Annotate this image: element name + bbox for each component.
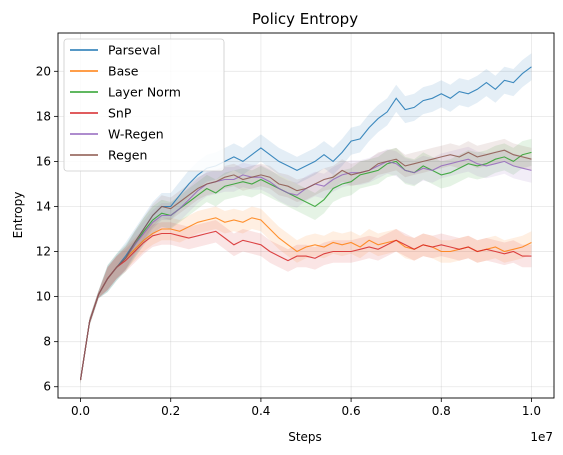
y-tick-label: 14 bbox=[36, 199, 51, 213]
layer-norm-line bbox=[79, 151, 532, 381]
snp-line bbox=[79, 230, 532, 381]
legend-label-w-regen: W-Regen bbox=[108, 127, 164, 142]
legend-label-layer-norm: Layer Norm bbox=[108, 85, 181, 100]
base-line bbox=[79, 217, 532, 381]
y-tick-label: 12 bbox=[36, 245, 51, 259]
y-tick-label: 20 bbox=[36, 64, 51, 78]
plot-frame bbox=[57, 32, 555, 399]
series-lines bbox=[79, 66, 532, 381]
parseval-band bbox=[80, 53, 532, 385]
x-axis-offset-label: 1e7 bbox=[530, 430, 553, 444]
regen-line bbox=[79, 149, 532, 381]
legend-label-snp: SnP bbox=[108, 106, 132, 121]
base-band bbox=[80, 206, 532, 384]
y-tick-label: 10 bbox=[36, 290, 51, 304]
x-tick-label: 0.8 bbox=[432, 404, 451, 418]
y-axis-ticks: 6 8 10 12 14 16 18 20 bbox=[36, 64, 58, 394]
x-axis-label: Steps bbox=[288, 430, 322, 444]
layer-norm-band bbox=[80, 138, 532, 384]
legend-label-regen: Regen bbox=[108, 148, 147, 163]
x-tick-label: 0.4 bbox=[251, 404, 270, 418]
regen-band bbox=[80, 138, 532, 384]
snp-band bbox=[80, 220, 532, 384]
y-tick-label: 16 bbox=[36, 154, 51, 168]
x-tick-label: 0.2 bbox=[161, 404, 180, 418]
legend-label-base: Base bbox=[108, 64, 139, 79]
x-axis-ticks: 0.0 0.2 0.4 0.6 0.8 1.0 bbox=[71, 398, 541, 418]
legend-label-parseval: Parseval bbox=[108, 43, 161, 58]
w-regen-band bbox=[80, 146, 532, 384]
y-axis-label: Entropy bbox=[11, 192, 25, 239]
confidence-bands bbox=[80, 53, 532, 385]
x-tick-label: 1.0 bbox=[522, 404, 541, 418]
x-tick-label: 0.0 bbox=[71, 404, 90, 418]
chart-title: Policy Entropy bbox=[252, 10, 358, 28]
y-tick-label: 18 bbox=[36, 109, 51, 123]
legend: Parseval Base Layer Norm SnP W-Regen Regen bbox=[63, 38, 225, 172]
y-tick-label: 8 bbox=[43, 335, 51, 349]
y-tick-label: 6 bbox=[43, 380, 51, 394]
legend-box bbox=[63, 38, 225, 172]
x-tick-label: 0.6 bbox=[342, 404, 361, 418]
